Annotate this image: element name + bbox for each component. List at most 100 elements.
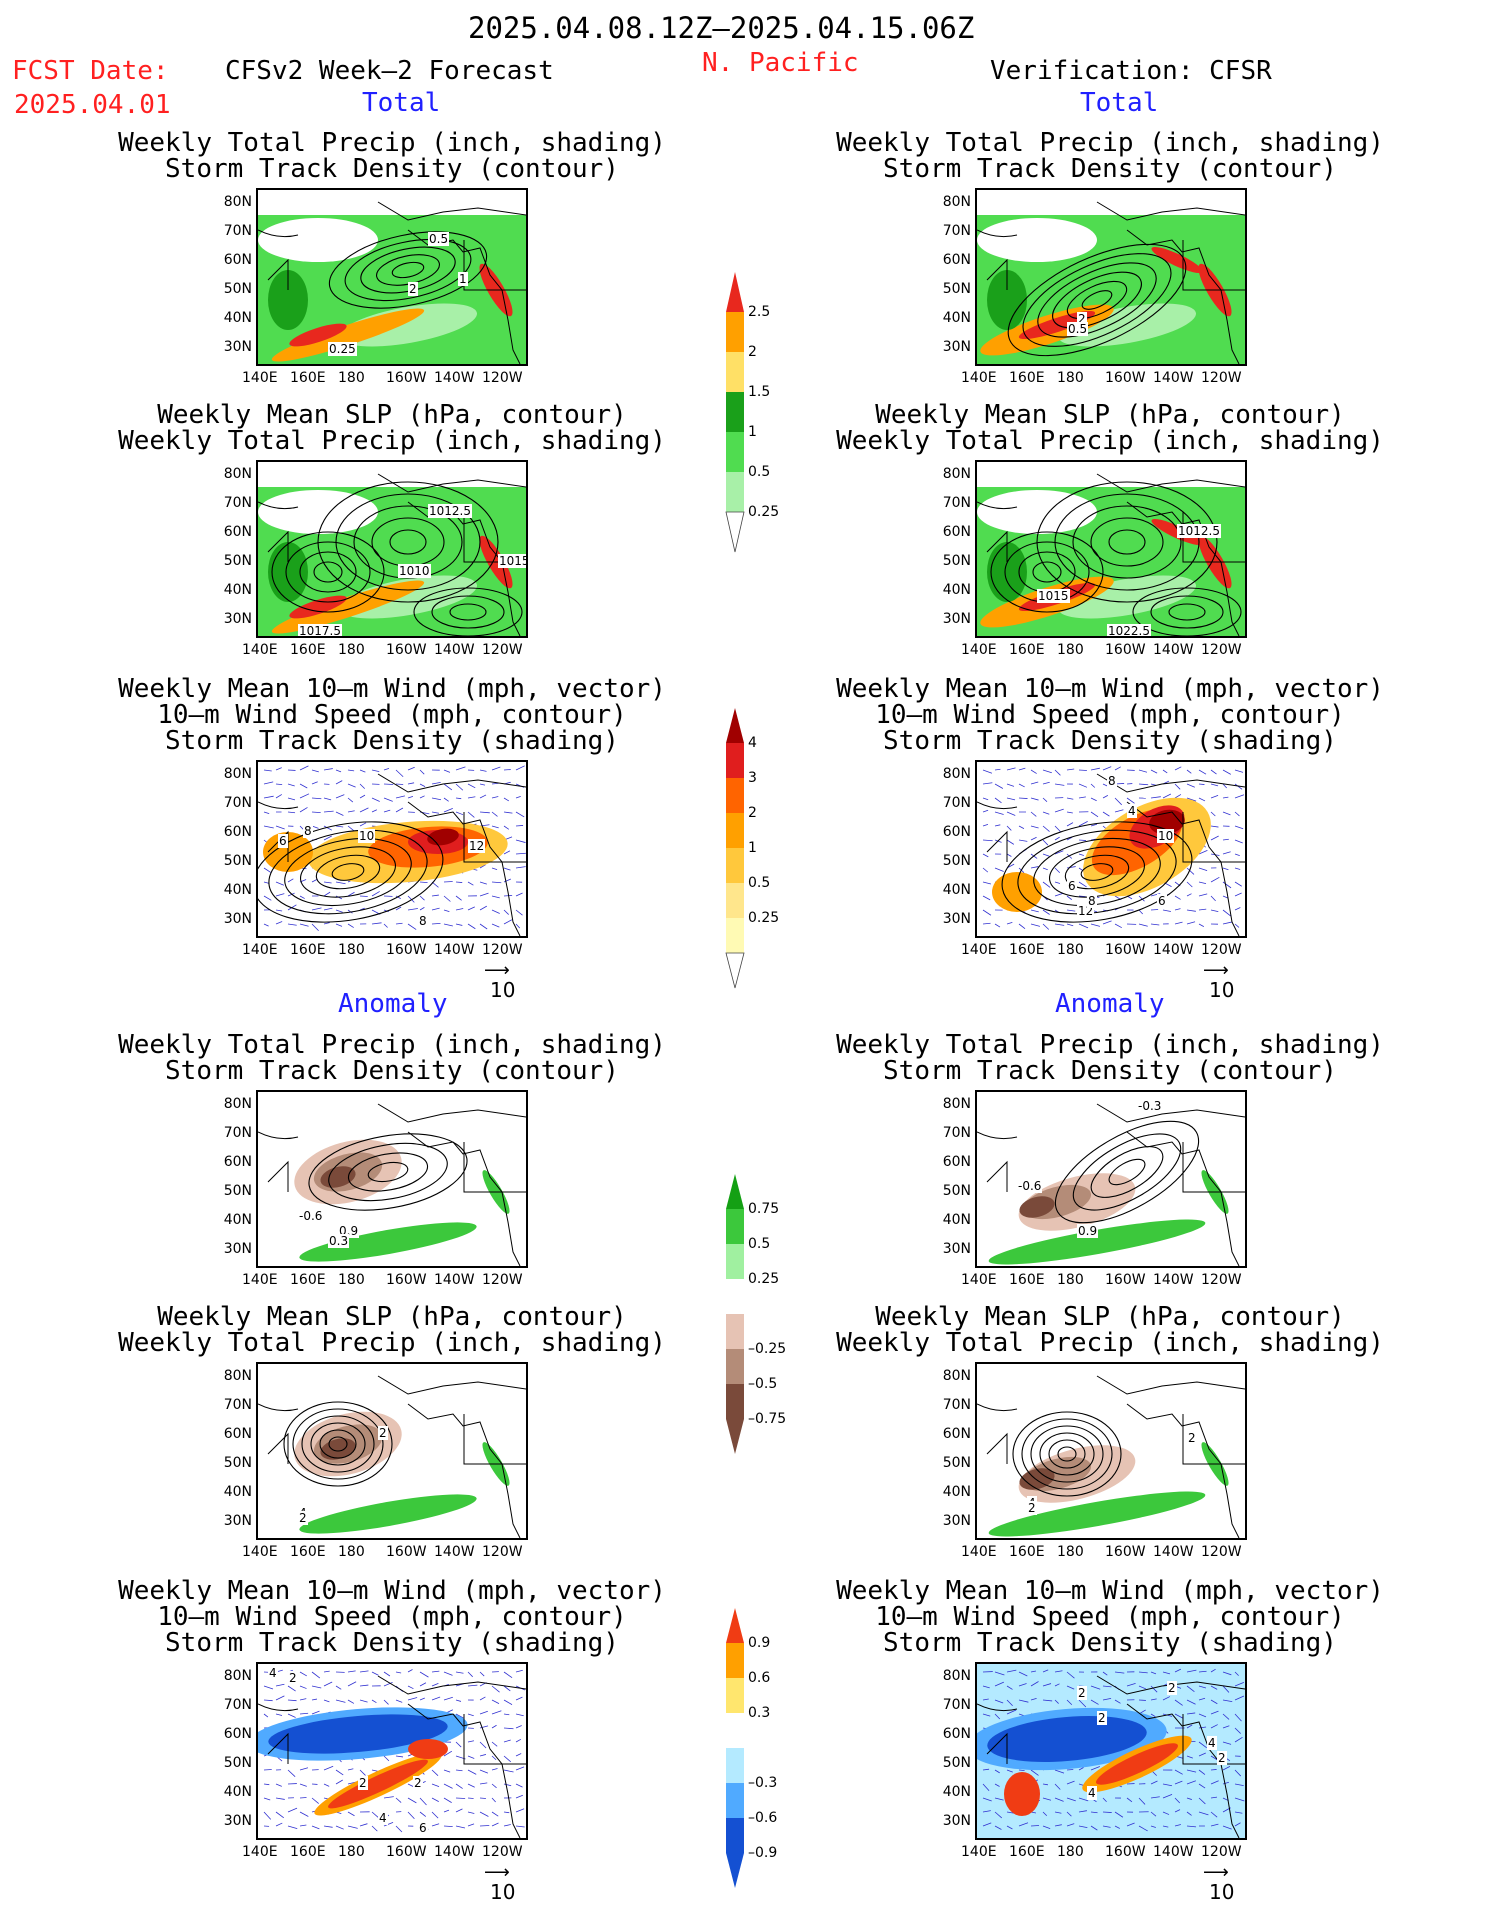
wind-vector xyxy=(299,895,305,899)
latitude-label: 70N xyxy=(942,1397,971,1413)
wind-vector xyxy=(431,894,439,897)
wind-vector xyxy=(323,825,333,831)
vf-precipA-panel: -0.3 -0.6 0.9 xyxy=(975,1090,1247,1268)
wind-vector xyxy=(263,1699,273,1702)
wind-vector xyxy=(1222,838,1229,841)
wind-vector xyxy=(431,922,441,925)
coastal-precip xyxy=(1151,246,1203,274)
colorbar-segment xyxy=(726,1279,744,1314)
dry-anomaly xyxy=(1019,1468,1055,1490)
longitude-label: 140E xyxy=(242,942,278,958)
colorbar-segment xyxy=(726,778,744,813)
vector-reference: ⟶ 10 xyxy=(484,962,515,1003)
wind-vector xyxy=(1186,909,1196,912)
wind-vector xyxy=(1102,1811,1112,1813)
wind-vector xyxy=(299,807,308,813)
wind-vector xyxy=(1234,811,1240,817)
wind-vector xyxy=(1210,1823,1219,1827)
wind-vector xyxy=(323,881,332,884)
vector-reference: ⟶ 10 xyxy=(1203,1862,1234,1905)
wind-vector xyxy=(1162,1794,1173,1799)
arrow-right-icon: ⟶ xyxy=(1203,1862,1229,1883)
coastline xyxy=(1096,773,1245,936)
wind-vector xyxy=(263,1783,270,1786)
slp-anom-contour xyxy=(1039,1432,1095,1476)
colorbar-segment xyxy=(726,708,744,743)
longitude-label: 160E xyxy=(290,1544,326,1560)
wind-vector xyxy=(419,1682,427,1687)
wind-speed-contour xyxy=(315,854,381,890)
wind-vector xyxy=(1186,769,1192,774)
wind-vector xyxy=(1114,1825,1120,1829)
wind-vector xyxy=(491,782,499,785)
colorbar-label: –0.6 xyxy=(748,1810,778,1826)
longitude-label: 160W xyxy=(386,1844,427,1860)
longitude-label: 140W xyxy=(1153,370,1194,386)
wind-vector xyxy=(1234,1783,1244,1786)
wind-vector xyxy=(982,922,991,925)
wind-vector xyxy=(467,1740,475,1743)
wind-vector xyxy=(515,852,526,855)
wind-vector xyxy=(1006,1685,1013,1690)
contour-label: 6 xyxy=(1157,894,1167,908)
storm-track-contour xyxy=(391,261,425,279)
wind-vector xyxy=(431,1783,440,1787)
slp-contour xyxy=(1090,517,1164,567)
wind-vector xyxy=(1174,1699,1183,1706)
wind-vector xyxy=(1006,783,1015,787)
wind-vector xyxy=(1162,1696,1171,1701)
longitude-label: 140E xyxy=(961,1544,997,1560)
wind-vector xyxy=(275,783,283,786)
wind-vector xyxy=(275,794,283,799)
colorbar-segment xyxy=(726,312,744,352)
longitude-label: 140E xyxy=(242,1844,278,1860)
wind-vector xyxy=(275,909,283,912)
wind-speed-contour xyxy=(1080,863,1114,881)
contour-label: 1012.5 xyxy=(428,504,472,518)
wind-vector xyxy=(1210,1699,1218,1705)
latitude-label: 40N xyxy=(942,1484,971,1500)
slp-contour xyxy=(1054,493,1200,591)
longitude-label: 160W xyxy=(1105,1272,1146,1288)
wind-vector xyxy=(1186,1825,1197,1828)
wind-vector xyxy=(311,1685,322,1689)
wind-vector xyxy=(455,1808,463,1813)
wind-vector xyxy=(479,923,488,930)
colorbar-segment xyxy=(726,918,744,953)
wind-vector xyxy=(1198,1783,1206,1789)
wind-vector xyxy=(1222,811,1231,816)
colorbar-segment xyxy=(726,1748,744,1783)
wind-vector xyxy=(1174,1769,1183,1775)
colorbar-label: –0.5 xyxy=(748,1376,778,1392)
wind-vector xyxy=(395,1671,402,1674)
wind-vector xyxy=(994,797,1002,804)
wind-vector xyxy=(1174,1713,1184,1719)
wind-vector xyxy=(275,825,285,830)
wind-vector xyxy=(491,811,498,817)
wind-vector xyxy=(467,1713,474,1717)
storm-track-anom-contour xyxy=(1054,1120,1200,1224)
arrow-right-icon: ⟶ xyxy=(1203,960,1229,981)
wind-vector xyxy=(491,881,502,884)
fc-slp-panel-title-line-2: Weekly Total Precip (inch, shading) xyxy=(118,426,666,456)
latitude-label: 60N xyxy=(942,824,971,840)
vf-slp-panel: 1012.5 1015 1022.5 xyxy=(975,460,1247,638)
longitude-label: 160E xyxy=(290,642,326,658)
storm-track-contour xyxy=(1037,262,1157,338)
wind-vector xyxy=(1042,811,1050,815)
contour-label: 1022.5 xyxy=(1107,624,1151,638)
wind-vector xyxy=(383,1822,394,1827)
wind-vector xyxy=(311,825,319,829)
contour-label: 2 xyxy=(1217,1751,1227,1765)
latitude-label: 80N xyxy=(942,766,971,782)
longitude-label: 120W xyxy=(482,1272,523,1288)
contour-label: -0.6 xyxy=(298,1209,324,1223)
wind-vector xyxy=(1054,769,1061,776)
wind-vector xyxy=(491,1724,497,1729)
wind-vector xyxy=(311,1671,321,1679)
wind-vector xyxy=(407,1797,417,1804)
wind-vector xyxy=(1042,867,1048,871)
wind-vector xyxy=(1234,794,1245,799)
longitude-label: 160W xyxy=(386,1272,427,1288)
wind-vector xyxy=(515,1696,523,1701)
